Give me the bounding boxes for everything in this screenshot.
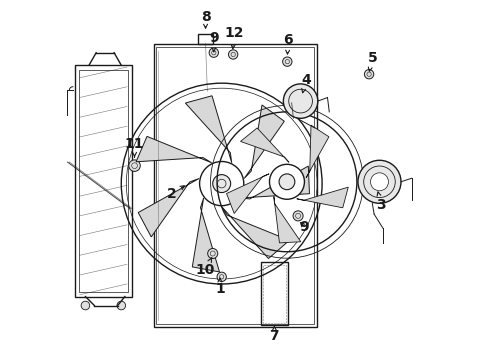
Text: 7: 7 [270, 326, 279, 343]
Polygon shape [226, 174, 269, 213]
Bar [79, 69, 128, 292]
Text: 9: 9 [209, 31, 219, 51]
Polygon shape [244, 105, 284, 179]
Bar [153, 44, 317, 327]
Text: 3: 3 [376, 192, 386, 212]
Bar [197, 34, 214, 44]
Circle shape [293, 211, 303, 221]
Polygon shape [306, 125, 329, 178]
Circle shape [208, 248, 218, 258]
Text: 1: 1 [215, 278, 225, 296]
Text: 8: 8 [201, 10, 210, 28]
Polygon shape [138, 179, 199, 237]
Circle shape [129, 160, 140, 171]
Text: 10: 10 [196, 257, 215, 276]
Polygon shape [221, 207, 290, 258]
Text: 6: 6 [283, 33, 293, 54]
Text: 9: 9 [299, 220, 309, 234]
Circle shape [358, 160, 401, 203]
Polygon shape [274, 196, 301, 243]
Text: 4: 4 [301, 73, 311, 93]
Circle shape [217, 272, 226, 282]
Polygon shape [240, 166, 310, 199]
Circle shape [270, 164, 304, 199]
Bar [74, 65, 132, 297]
Circle shape [199, 162, 244, 206]
Polygon shape [192, 198, 220, 272]
Circle shape [209, 48, 219, 57]
Circle shape [279, 174, 295, 190]
Text: 2: 2 [167, 186, 184, 201]
Polygon shape [185, 96, 232, 163]
Circle shape [283, 57, 292, 66]
Polygon shape [297, 187, 348, 208]
Text: 5: 5 [368, 51, 377, 71]
Polygon shape [136, 136, 212, 163]
Circle shape [370, 173, 389, 191]
Circle shape [213, 175, 231, 193]
Text: 12: 12 [224, 26, 244, 49]
Circle shape [228, 50, 238, 59]
Polygon shape [241, 128, 289, 162]
Circle shape [117, 301, 125, 310]
Bar [261, 262, 288, 325]
Bar [263, 265, 286, 323]
Circle shape [283, 84, 318, 118]
Text: 11: 11 [125, 137, 144, 157]
Circle shape [365, 69, 374, 79]
Circle shape [81, 301, 90, 310]
Bar [156, 46, 314, 324]
